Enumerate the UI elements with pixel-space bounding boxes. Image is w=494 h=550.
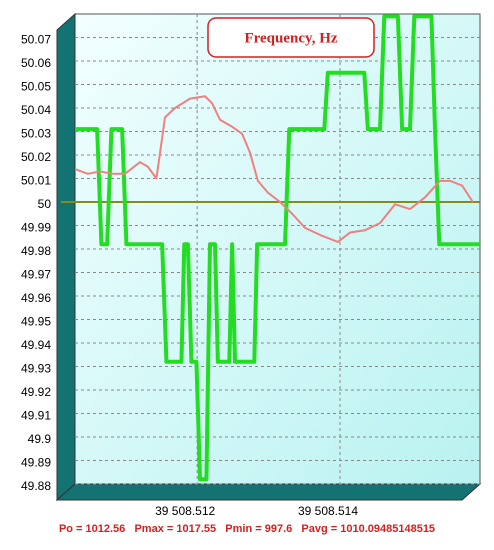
y-tick-label: 50.07	[21, 33, 51, 47]
y-tick-label: 49.95	[21, 315, 51, 329]
y-tick-label: 49.97	[21, 268, 51, 282]
y-tick-label: 50.04	[21, 103, 51, 117]
y-tick-label: 50.02	[21, 150, 51, 164]
footer: Po = 1012.56 Pmax = 1017.55 Pmin = 997.6…	[59, 523, 435, 535]
title-box	[207, 17, 375, 58]
y-tick-label: 49.93	[21, 362, 51, 376]
left-wall	[56, 12, 76, 502]
y-tick-label: 50.01	[21, 174, 51, 188]
y-tick-label: 50.03	[21, 127, 51, 141]
y-tick-label: 49.91	[21, 409, 51, 423]
y-tick-label: 50.06	[21, 56, 51, 70]
y-tick-label: 49.99	[21, 221, 51, 235]
y-tick-label: 49.96	[21, 291, 51, 305]
y-tick-label: 50.05	[21, 80, 51, 94]
y-tick-label: 49.88	[21, 479, 51, 493]
y-tick-label: 49.94	[21, 338, 51, 352]
series-line	[75, 14, 480, 482]
y-tick-label: 49.89	[21, 456, 51, 470]
y-tick-label: 49.92	[21, 385, 51, 399]
x-tick-label: 39 508.512	[155, 504, 215, 518]
y-tick-label: 50	[38, 197, 52, 211]
x-tick-label: 39 508.514	[298, 504, 358, 518]
series-line	[74, 95, 474, 243]
y-tick-label: 49.9	[28, 432, 52, 446]
floor	[55, 483, 482, 501]
chart-title: Frequency, Hz	[244, 30, 337, 46]
y-tick-label: 49.98	[21, 244, 51, 258]
